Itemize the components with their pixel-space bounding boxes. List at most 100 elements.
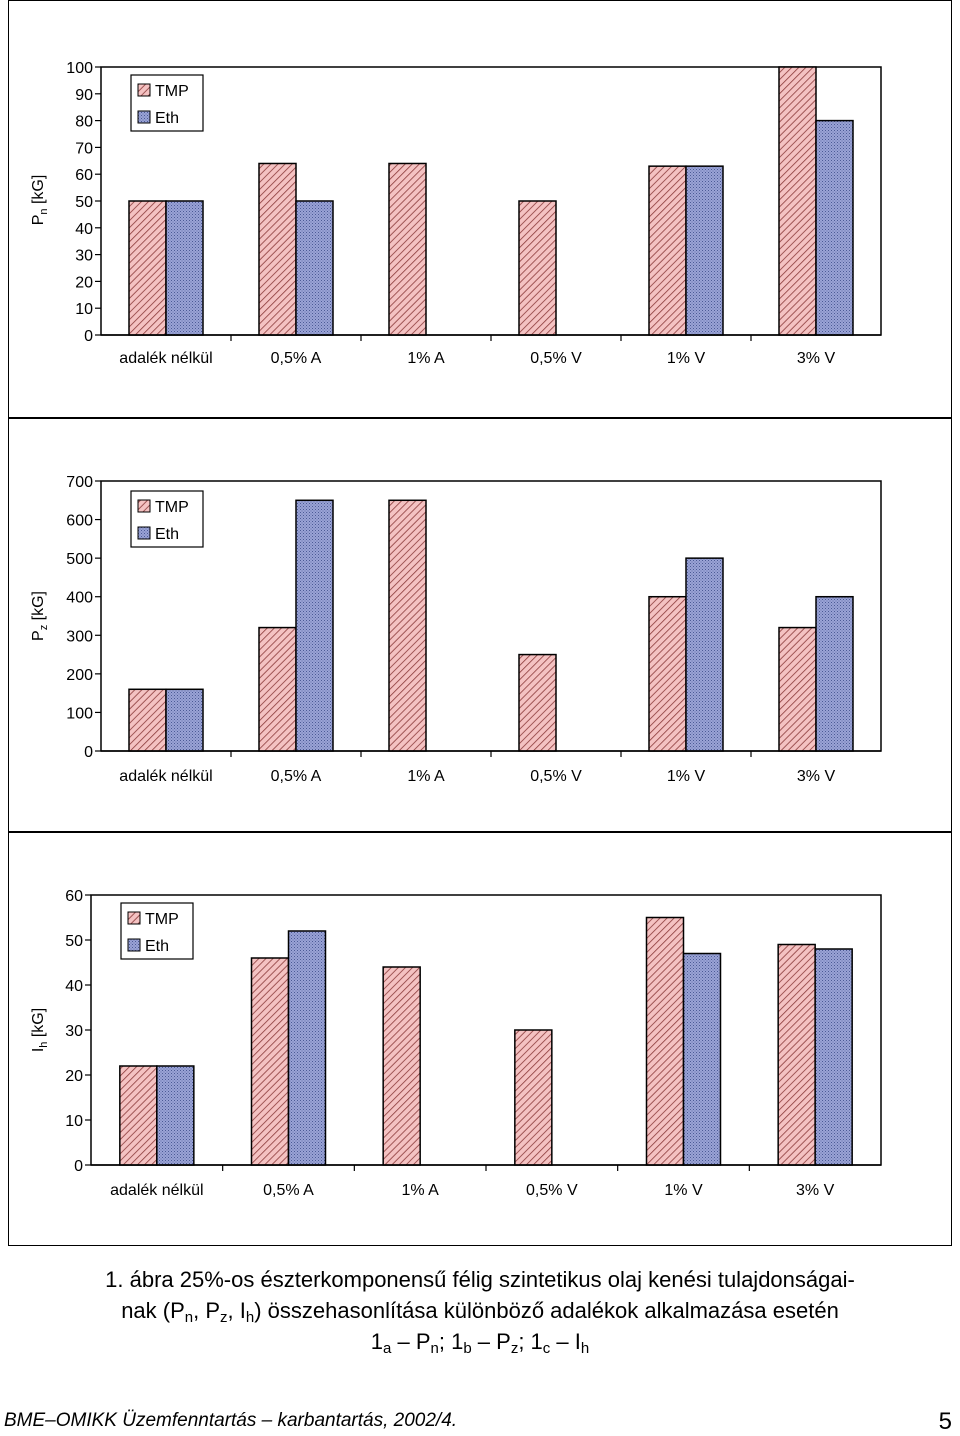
y-tick-label: 40: [75, 221, 93, 238]
y-tick-label: 90: [75, 87, 93, 104]
y-tick-label: 0: [74, 1158, 83, 1175]
legend-swatch-tmp: [137, 83, 151, 97]
x-tick-label: 1% V: [667, 768, 706, 785]
x-tick-label: 1% V: [664, 1182, 703, 1199]
bar-tmp: [258, 162, 297, 336]
x-tick-label: 1% A: [407, 350, 445, 367]
y-tick-label: 0: [84, 328, 93, 345]
x-tick-label: 1% A: [407, 768, 445, 785]
x-tick-label: 0,5% A: [271, 768, 322, 785]
bar-tmp: [388, 162, 427, 336]
bar-tmp: [514, 1029, 553, 1166]
bar-chart-svg: 0 10 20 30 40 50 60 70 80 90 100 Pn [kG] adalék nélk…: [30, 60, 882, 367]
caption-line-3: 1a – Pn; 1b – Pz; 1c – Ih: [370, 1329, 590, 1357]
legend: TMP Eth: [130, 490, 204, 548]
x-tick-label: 1% V: [667, 350, 706, 367]
legend: TMP Eth: [130, 74, 204, 132]
bar-tmp: [777, 943, 816, 1166]
bar-eth: [814, 948, 853, 1166]
x-tick-label: adalék nélkül: [119, 350, 212, 367]
y-tick-label: 200: [66, 667, 93, 684]
legend-swatch-eth: [137, 526, 151, 540]
x-tick-label: 3% V: [797, 768, 836, 785]
y-tick-label: 40: [65, 978, 83, 995]
x-tick-label: adalék nélkül: [119, 768, 212, 785]
legend-label-eth: Eth: [155, 110, 179, 127]
y-tick-label: 60: [65, 888, 83, 905]
bar-tmp: [648, 595, 687, 752]
bar-tmp: [778, 66, 817, 336]
legend-label-tmp: TMP: [155, 499, 189, 516]
figure-caption: 1. ábra 25%-os észterkomponensű félig sz…: [0, 1264, 960, 1357]
plot-area: [100, 480, 882, 752]
x-tick-label: 0,5% V: [530, 350, 582, 367]
y-tick-label: 10: [75, 301, 93, 318]
bar-eth: [685, 165, 724, 336]
x-tick-label: 1% A: [401, 1182, 439, 1199]
y-tick-label: 50: [75, 194, 93, 211]
y-tick-label: 0: [84, 744, 93, 761]
legend-swatch-eth: [137, 110, 151, 124]
x-tick-label: 0,5% A: [263, 1182, 314, 1199]
y-tick-label: 300: [66, 628, 93, 645]
legend-label-eth: Eth: [145, 938, 169, 955]
x-tick-label: adalék nélkül: [110, 1182, 203, 1199]
journal-footer: BME–OMIKK Üzemfenntartás – karbantartás,…: [4, 1410, 458, 1431]
page-number: 5: [938, 1408, 952, 1435]
legend-label-tmp: TMP: [155, 83, 189, 100]
bar-eth: [815, 119, 854, 336]
chart-panel-ih: 0 10 20 30 40 50 60 Ih [kG] adalék nélkül 0,5% A 1…: [8, 832, 952, 1246]
y-tick-label: 100: [66, 60, 93, 77]
bar-chart-svg: 0 100 200 300 400 500 600 700 Pz [kG] adalék nélk…: [30, 474, 882, 785]
bar-eth: [295, 499, 334, 752]
y-tick-label: 30: [75, 248, 93, 265]
legend-swatch-tmp: [127, 911, 141, 925]
bar-eth: [295, 200, 334, 336]
bar-tmp: [388, 499, 427, 752]
legend-label-tmp: TMP: [145, 911, 179, 928]
y-tick-label: 20: [65, 1068, 83, 1085]
bar-chart-svg: 0 10 20 30 40 50 60 Ih [kG] adalék nélkül 0,5% A 1…: [30, 888, 882, 1199]
plot-area: [90, 894, 882, 1166]
y-tick-label: 600: [66, 513, 93, 530]
y-tick-label: 60: [75, 167, 93, 184]
x-tick-label: 0,5% V: [526, 1182, 578, 1199]
bar-eth: [165, 200, 204, 336]
bar-eth: [156, 1065, 195, 1166]
y-tick-label: 100: [66, 705, 93, 722]
y-tick-label: 500: [66, 551, 93, 568]
y-axis-label: Pn [kG]: [30, 175, 50, 226]
bar-tmp: [778, 626, 817, 752]
bar-tmp: [518, 200, 557, 336]
bar-tmp: [128, 688, 167, 752]
chart-panel-pz: 0 100 200 300 400 500 600 700 Pz [kG] adalék nélk…: [8, 418, 952, 832]
y-tick-label: 70: [75, 140, 93, 157]
x-tick-label: 0,5% A: [271, 350, 322, 367]
bar-tmp: [128, 200, 167, 336]
legend-swatch-tmp: [137, 499, 151, 513]
y-tick-label: 50: [65, 933, 83, 950]
y-tick-label: 20: [75, 274, 93, 291]
bar-tmp: [518, 653, 557, 752]
bar-tmp: [645, 916, 685, 1166]
y-axis-label: Ih [kG]: [30, 1008, 50, 1052]
bar-tmp: [258, 626, 297, 752]
caption-line-1: 1. ábra 25%-os észterkomponensű félig sz…: [105, 1267, 855, 1292]
legend-label-eth: Eth: [155, 526, 179, 543]
bar-eth: [165, 688, 204, 752]
y-axis-label: Pz [kG]: [30, 591, 50, 641]
y-tick-label: 10: [65, 1113, 83, 1130]
bar-tmp: [250, 957, 290, 1166]
y-tick-label: 400: [66, 590, 93, 607]
x-tick-label: 3% V: [796, 1182, 835, 1199]
bar-eth: [815, 595, 854, 752]
legend: TMP Eth: [120, 902, 194, 960]
bar-eth: [287, 930, 327, 1166]
bar-tmp: [382, 966, 421, 1166]
bar-eth: [682, 952, 722, 1166]
y-tick-label: 80: [75, 114, 93, 131]
plot-area: [100, 66, 882, 336]
x-tick-label: 0,5% V: [530, 768, 582, 785]
y-tick-label: 700: [66, 474, 93, 491]
y-tick-label: 30: [65, 1023, 83, 1040]
